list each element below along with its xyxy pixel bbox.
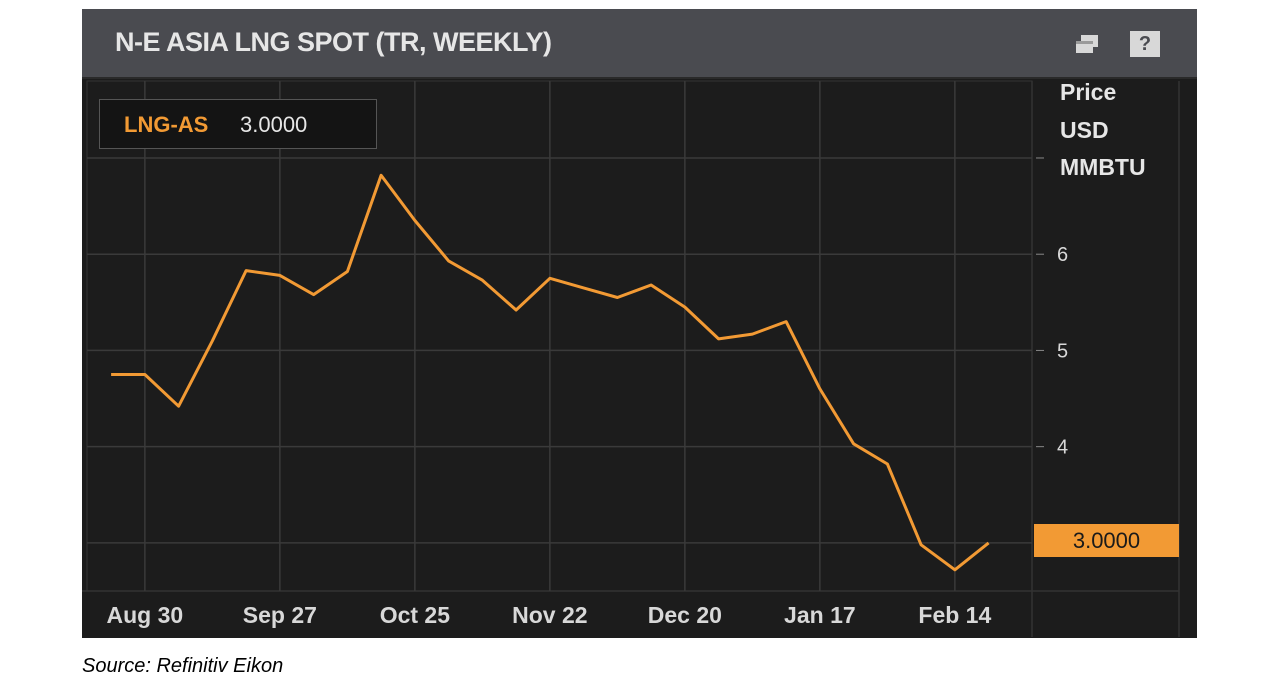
unit-label-currency: USD <box>1060 117 1109 143</box>
x-tick-label: Sep 27 <box>243 602 317 628</box>
chart-plot: Aug 30 Sep 27 Oct 25 Nov 22 Dec 20 Jan 17 Feb … <box>82 80 1180 637</box>
chart-title: N-E ASIA LNG SPOT (TR, WEEKLY) <box>115 27 552 57</box>
y-tick-label: 4 <box>1057 437 1068 459</box>
axis-layer: Aug 30 Sep 27 Oct 25 Nov 22 Dec 20 Jan 17 Feb … <box>107 157 1068 628</box>
last-price-tag: 3.0000 <box>1034 524 1179 557</box>
help-icon[interactable]: ? <box>1130 31 1160 57</box>
chart-titlebar: N-E ASIA LNG SPOT (TR, WEEKLY) ? <box>82 9 1197 79</box>
y-tick-label: 6 <box>1057 244 1068 266</box>
legend-box: LNG-AS 3.0000 <box>99 99 377 149</box>
x-tick-label: Oct 25 <box>380 602 451 628</box>
series-layer <box>111 173 990 572</box>
chart-panel: N-E ASIA LNG SPOT (TR, WEEKLY) ? Aug 30 S… <box>82 9 1197 638</box>
x-tick-label: Dec 20 <box>648 602 722 628</box>
restore-window-icon[interactable] <box>1072 31 1102 57</box>
x-tick-label: Feb 14 <box>918 602 991 628</box>
x-tick-label: Aug 30 <box>107 602 184 628</box>
x-tick-label: Jan 17 <box>784 602 856 628</box>
legend-series-value: 3.0000 <box>240 112 308 137</box>
y-tick-label: 5 <box>1057 340 1068 362</box>
source-note: Source: Refinitiv Eikon <box>82 655 284 677</box>
x-tick-label: Nov 22 <box>512 602 587 628</box>
legend-series-name: LNG-AS <box>124 112 209 137</box>
series-line-lng-as <box>111 173 990 572</box>
unit-label-unit: MMBTU <box>1060 154 1146 180</box>
unit-label-price: Price <box>1060 79 1117 105</box>
grid-layer <box>82 80 1180 637</box>
